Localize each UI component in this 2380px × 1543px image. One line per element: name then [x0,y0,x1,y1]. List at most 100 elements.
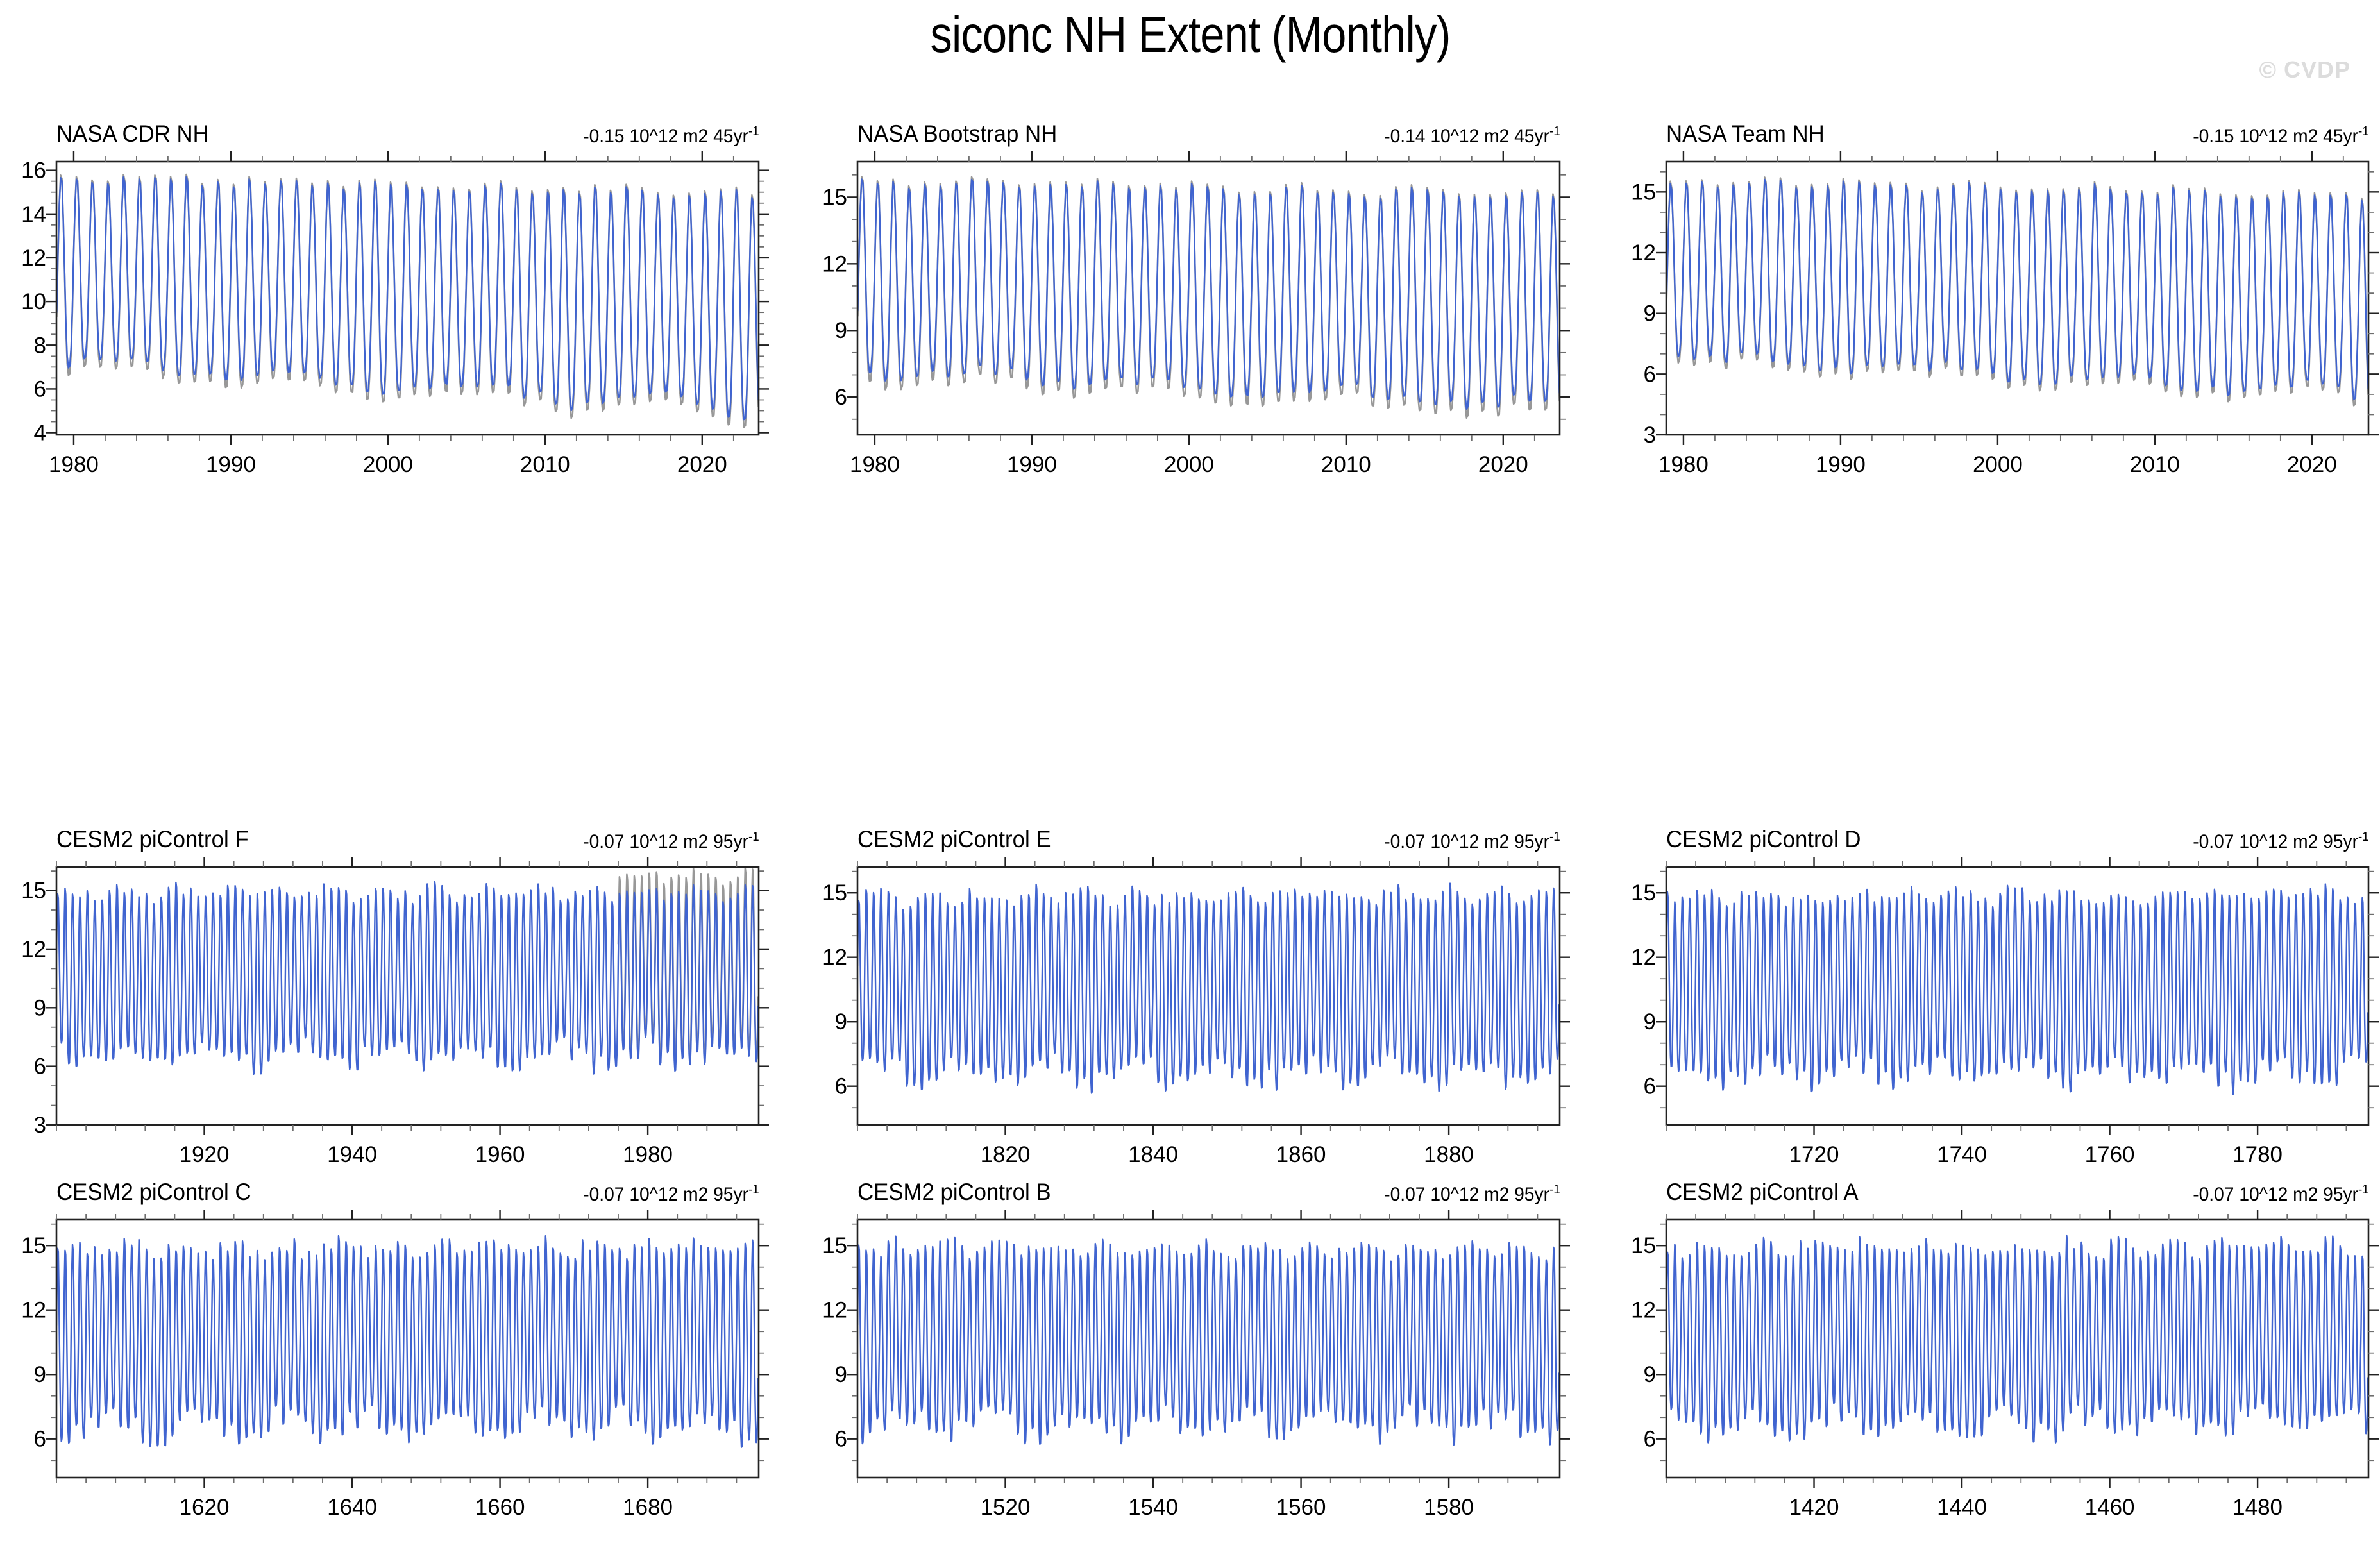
timeseries-plot: 1820 1840 1860 1880 6 9 12 15 [822,857,1570,1167]
trend-annotation: -0.15 10^12 m2 45yr-1 [583,124,759,147]
trend-annotation: -0.07 10^12 m2 95yr-1 [2193,830,2369,852]
y-tick-label: 9 [835,1009,847,1034]
y-tick-label: 6 [1644,362,1656,387]
x-tick-label: 2000 [1973,452,2023,477]
panel-title: NASA CDR NH [56,121,209,147]
y-tick-label: 9 [34,995,46,1020]
y-tick-label: 6 [1644,1427,1656,1452]
x-tick-label: 2000 [363,452,413,477]
panel-cesm2-picontrol-d: CESM2 piControl D -0.07 10^12 m2 95yr-1 … [1616,822,2380,1176]
y-tick-label: 3 [1644,423,1656,448]
x-tick-label: 1460 [2085,1495,2135,1520]
panel-nasa-cdr-nh: NASA CDR NH -0.15 10^12 m2 45yr-1 1980 19… [6,117,776,486]
panel-cesm2-picontrol-f: CESM2 piControl F -0.07 10^12 m2 95yr-1 … [6,822,776,1176]
y-tick-label: 8 [34,333,46,358]
series-line [857,178,1560,410]
series-line [857,1235,1560,1446]
x-tick-label: 1980 [1658,452,1709,477]
y-tick-label: 12 [21,1298,46,1323]
x-tick-label: 1940 [327,1142,377,1167]
x-tick-label: 2020 [1478,452,1528,477]
x-tick-label: 1680 [623,1495,673,1520]
plot-frame [1665,1218,2370,1479]
series-line [56,881,759,1075]
y-tick-label: 12 [822,945,847,970]
x-tick-label: 2010 [1321,452,1371,477]
y-tick-label: 15 [822,1233,847,1258]
x-tick-label: 1480 [2232,1495,2283,1520]
y-tick-label: 15 [1631,1233,1656,1258]
y-tick-label: 4 [34,421,46,446]
x-tick-label: 1420 [1789,1495,1839,1520]
x-tick-label: 1980 [49,452,99,477]
y-tick-label: 12 [1631,240,1656,266]
x-tick-label: 1860 [1276,1142,1326,1167]
y-tick-label: 14 [21,202,46,227]
trend-annotation: -0.15 10^12 m2 45yr-1 [2193,124,2369,147]
y-tick-label: 12 [1631,1298,1656,1323]
x-tick-label: 1440 [1937,1495,1987,1520]
trend-annotation: -0.07 10^12 m2 95yr-1 [583,1183,759,1205]
series-line [1666,883,2368,1095]
series-line [1666,1234,2368,1444]
x-tick-label: 1640 [327,1495,377,1520]
x-tick-label: 1560 [1276,1495,1326,1520]
x-tick-label: 1820 [981,1142,1031,1167]
plot-frame [55,866,760,1126]
x-tick-label: 1760 [2085,1142,2135,1167]
plot-frame [55,160,760,436]
y-tick-label: 9 [835,1362,847,1387]
x-tick-label: 1520 [981,1495,1031,1520]
timeseries-plot: 1980 1990 2000 2010 2020 4 6 8 10 12 14 16 [21,151,769,477]
x-tick-label: 1980 [623,1142,673,1167]
x-tick-label: 1880 [1424,1142,1474,1167]
x-tick-label: 2010 [520,452,570,477]
y-tick-label: 9 [1644,1009,1656,1034]
timeseries-plot: 1720 1740 1760 1780 6 9 12 15 [1631,857,2379,1167]
y-tick-label: 15 [1631,180,1656,205]
y-tick-label: 6 [34,1427,46,1452]
y-tick-label: 6 [835,1427,847,1452]
plot-frame [856,1218,1561,1479]
timeseries-plot: 1980 1990 2000 2010 2020 3 6 9 12 15 [1631,151,2379,477]
y-tick-label: 15 [1631,881,1656,906]
timeseries-plot: 1520 1540 1560 1580 6 9 12 15 [822,1210,1570,1520]
x-tick-label: 1840 [1128,1142,1178,1167]
y-tick-label: 9 [34,1362,46,1387]
y-tick-label: 6 [34,1054,46,1079]
panel-title: NASA Team NH [1666,121,1825,147]
trend-annotation: -0.07 10^12 m2 95yr-1 [1384,1183,1560,1205]
panel-title: CESM2 piControl B [857,1179,1051,1205]
x-tick-label: 2020 [2287,452,2337,477]
x-tick-label: 1960 [475,1142,525,1167]
x-tick-label: 1740 [1937,1142,1987,1167]
series-line [56,1235,759,1448]
series-line [857,882,1560,1094]
y-tick-label: 12 [1631,945,1656,970]
timeseries-plot: 1920 1940 1960 1980 3 6 9 12 15 [21,857,769,1167]
y-tick-label: 15 [21,879,46,904]
x-tick-label: 1720 [1789,1142,1839,1167]
series-line [56,176,759,421]
x-tick-label: 1780 [2232,1142,2283,1167]
y-tick-label: 9 [835,318,847,343]
trend-annotation: -0.07 10^12 m2 95yr-1 [2193,1183,2369,1205]
x-tick-label: 2000 [1164,452,1214,477]
panel-nasa-bootstrap-nh: NASA Bootstrap NH -0.14 10^12 m2 45yr-1 … [807,117,1577,486]
x-tick-label: 1540 [1128,1495,1178,1520]
y-tick-label: 9 [1644,301,1656,326]
x-tick-label: 2020 [677,452,727,477]
y-tick-label: 10 [21,289,46,314]
y-tick-label: 9 [1644,1362,1656,1387]
y-tick-label: 12 [822,251,847,276]
y-tick-label: 12 [21,246,46,271]
x-tick-label: 1580 [1424,1495,1474,1520]
y-tick-label: 15 [822,881,847,906]
y-tick-label: 15 [822,185,847,210]
y-tick-label: 15 [21,1233,46,1258]
y-tick-label: 6 [835,1074,847,1099]
series-line [1666,178,2368,401]
timeseries-plot: 1980 1990 2000 2010 2020 6 9 12 15 [822,151,1570,477]
cvdp-watermark: © CVDP [2259,56,2350,83]
y-tick-label: 6 [34,376,46,401]
